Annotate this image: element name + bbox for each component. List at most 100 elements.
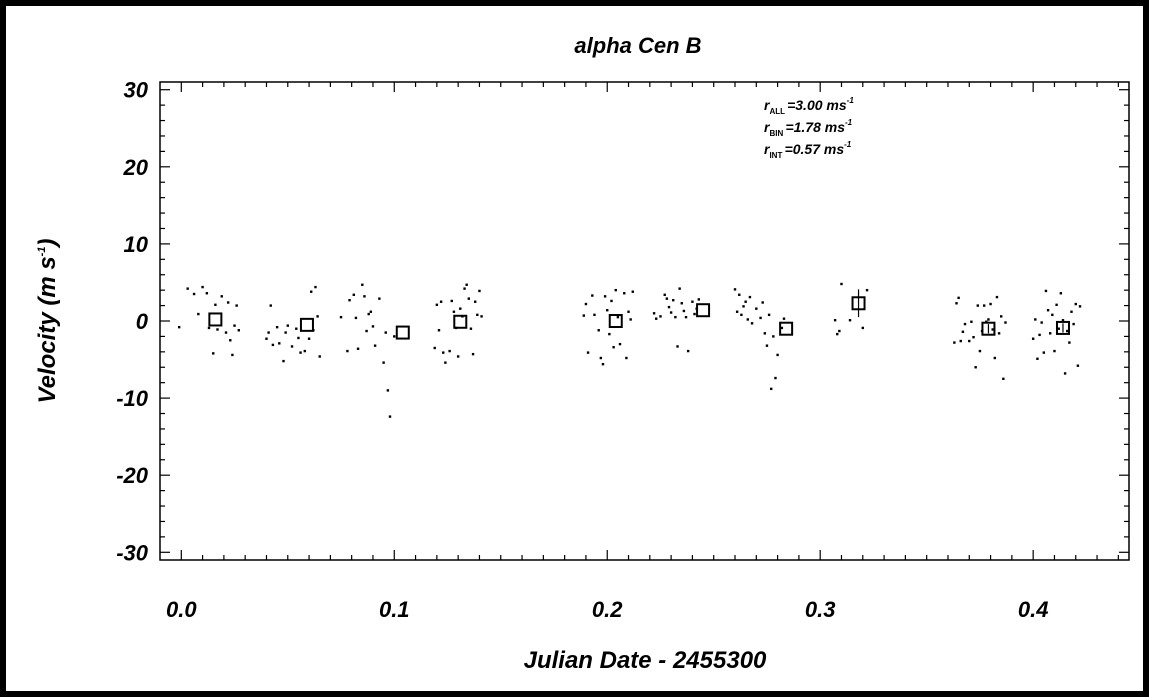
velocity-point: [348, 298, 351, 302]
velocity-point: [976, 304, 979, 307]
velocity-point: [742, 305, 745, 308]
velocity-point: [382, 361, 385, 364]
bin-square: [779, 321, 794, 336]
velocity-point: [233, 324, 236, 327]
y-tick-label: 20: [123, 155, 149, 180]
velocity-point: [212, 352, 215, 355]
velocity-point: [861, 326, 864, 330]
axis-ticks: [160, 82, 1129, 560]
svg-text:Velocity (m s-1): Velocity (m s-1): [34, 239, 61, 404]
velocity-point: [346, 349, 349, 353]
velocity-point: [748, 295, 752, 299]
bin-square: [981, 321, 996, 336]
velocity-point: [995, 295, 999, 299]
velocity-point: [318, 355, 321, 358]
x-axis-label: Julian Date - 2455300: [524, 647, 767, 674]
x-tick-label: 0.2: [592, 597, 623, 622]
data-points: [177, 282, 1082, 418]
velocity-point: [365, 329, 368, 333]
velocity-point: [303, 349, 307, 353]
y-tick-labels: -30 -20 -10 0 10 20 30: [116, 78, 149, 566]
velocity-point: [968, 339, 971, 343]
velocity-point: [659, 315, 662, 318]
velocity-point: [439, 300, 443, 303]
y-tick-label: 0: [136, 309, 149, 334]
velocity-point: [955, 302, 958, 305]
velocity-point: [765, 344, 769, 347]
velocity-point: [459, 307, 462, 310]
velocity-point: [235, 304, 238, 307]
velocity-point: [961, 330, 965, 333]
velocity-point: [987, 318, 990, 321]
velocity-point: [608, 332, 611, 336]
velocity-point: [865, 288, 869, 292]
velocity-point: [693, 312, 696, 316]
velocity-point: [772, 335, 775, 338]
velocity-point: [456, 355, 460, 358]
velocity-point: [226, 301, 230, 304]
bin-square: [608, 314, 623, 328]
velocity-point: [586, 351, 590, 354]
stats-annotation: rBIN =1.78 ms-1: [764, 118, 853, 138]
y-tick-label: -20: [116, 463, 149, 488]
velocity-point: [452, 310, 456, 313]
plot-area: [159, 81, 1130, 561]
velocity-point: [989, 302, 992, 306]
velocity-point: [295, 327, 298, 330]
velocity-point: [1066, 329, 1069, 333]
velocity-point: [192, 292, 196, 296]
velocity-point: [597, 329, 600, 332]
velocity-point: [1000, 315, 1003, 318]
velocity-point: [465, 283, 468, 286]
velocity-point: [770, 387, 773, 391]
velocity-point: [746, 318, 749, 321]
velocity-point: [1074, 302, 1077, 306]
velocity-point: [201, 285, 204, 289]
velocity-point: [229, 339, 232, 342]
binned-points: [208, 289, 1070, 340]
velocity-point: [593, 313, 596, 317]
velocity-point: [582, 314, 586, 317]
velocity-point: [290, 345, 294, 348]
velocity-point: [691, 300, 694, 303]
y-axis-label: Velocity (m s: [34, 256, 61, 403]
velocity-point: [652, 312, 656, 315]
velocity-point: [393, 335, 396, 338]
velocity-point: [1078, 305, 1082, 308]
velocity-point: [1038, 333, 1041, 337]
velocity-point: [774, 376, 777, 380]
velocity-point: [286, 324, 289, 327]
velocity-point: [444, 361, 447, 364]
y-tick-label: 30: [124, 78, 149, 103]
velocity-point: [1051, 313, 1054, 317]
velocity-point: [1063, 372, 1067, 375]
velocity-point: [473, 300, 477, 303]
velocity-point: [1034, 318, 1037, 321]
velocity-point: [1053, 349, 1056, 353]
velocity-point: [463, 287, 466, 290]
velocity-point: [782, 317, 786, 320]
velocity-point: [974, 366, 977, 369]
y-axis-label-close: ): [34, 239, 61, 250]
velocity-point: [1068, 341, 1071, 344]
velocity-point: [1061, 319, 1065, 322]
velocity-point: [599, 356, 603, 360]
velocity-point: [356, 347, 360, 350]
velocity-point: [282, 359, 285, 363]
bin-square: [851, 296, 866, 311]
velocity-point: [838, 329, 841, 333]
velocity-point: [299, 351, 302, 354]
velocity-point: [369, 310, 373, 313]
velocity-point: [669, 311, 673, 314]
velocity-point: [352, 293, 355, 296]
velocity-point: [354, 316, 358, 320]
velocity-point: [684, 315, 688, 319]
velocity-point: [682, 309, 686, 313]
velocity-point: [970, 320, 973, 323]
velocity-point: [1055, 303, 1058, 307]
velocity-point: [733, 288, 737, 291]
velocity-point: [603, 295, 607, 298]
velocity-point: [207, 326, 211, 330]
velocity-point: [480, 315, 483, 318]
velocity-point: [763, 332, 767, 335]
